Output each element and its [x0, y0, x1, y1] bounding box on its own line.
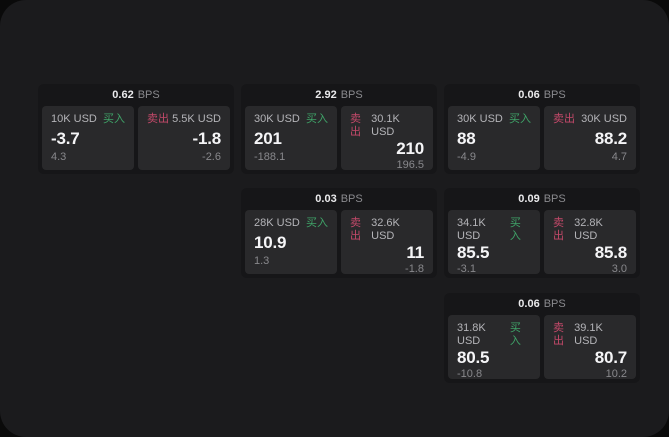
bps-unit-label: BPS [137, 89, 160, 101]
sell-sub-value: 3.0 [611, 263, 627, 275]
buy-sub-value: 1.3 [254, 255, 270, 267]
bps-value: 2.92 [315, 89, 337, 101]
bps-unit-label: BPS [543, 298, 566, 310]
quote-card: 0.06 BPS 30K USD 买入 88 -4.9 卖出 30K USD 8… [444, 84, 640, 174]
buy-price: 10.9 [254, 232, 287, 252]
card-header: 0.03 BPS [241, 188, 437, 210]
buy-amount: 30K USD [254, 113, 300, 125]
buy-panel[interactable]: 34.1K USD 买入 85.5 -3.1 [448, 210, 540, 275]
buy-panel[interactable]: 30K USD 买入 88 -4.9 [448, 106, 540, 170]
quote-card: 0.62 BPS 10K USD 买入 -3.7 4.3 卖出 5.5K USD… [38, 84, 234, 174]
sell-sub-value: 10.2 [605, 368, 627, 380]
card-body: 10K USD 买入 -3.7 4.3 卖出 5.5K USD -1.8 -2.… [38, 106, 234, 170]
card-header: 0.06 BPS [444, 293, 640, 315]
buy-price: -3.7 [51, 128, 80, 148]
buy-sub-value: -10.8 [457, 368, 483, 380]
buy-sub-value: -4.9 [457, 151, 476, 163]
sell-panel[interactable]: 卖出 30K USD 88.2 4.7 [544, 106, 636, 170]
sell-sub-value: 4.7 [611, 151, 627, 163]
buy-side-label: 买入 [509, 113, 531, 125]
sell-panel[interactable]: 卖出 32.8K USD 85.8 3.0 [544, 210, 636, 275]
buy-price: 88 [457, 128, 476, 148]
bps-unit-label: BPS [340, 193, 363, 205]
quote-card: 2.92 BPS 30K USD 买入 201 -188.1 卖出 30.1K … [241, 84, 437, 174]
card-header: 0.09 BPS [444, 188, 640, 210]
card-body: 30K USD 买入 201 -188.1 卖出 30.1K USD 210 1… [241, 106, 437, 171]
buy-panel[interactable]: 28K USD 买入 10.9 1.3 [245, 210, 337, 274]
buy-amount: 34.1K USD [457, 217, 486, 242]
buy-sub-value: 4.3 [51, 151, 67, 163]
bps-unit-label: BPS [543, 193, 566, 205]
sell-amount: 32.6K USD [371, 217, 400, 242]
sell-side-label: 卖出 [553, 113, 575, 125]
buy-price: 80.5 [457, 348, 490, 367]
sell-side-label: 卖出 [147, 113, 169, 125]
bps-unit-label: BPS [543, 89, 566, 101]
bps-unit-label: BPS [340, 89, 363, 101]
sell-sub-value: -1.8 [405, 263, 424, 275]
card-body: 31.8K USD 买入 80.5 -10.8 卖出 39.1K USD 80.… [444, 315, 640, 380]
buy-side-label: 买入 [306, 217, 328, 229]
card-body: 28K USD 买入 10.9 1.3 卖出 32.6K USD 11 -1.8 [241, 210, 437, 275]
buy-panel[interactable]: 30K USD 买入 201 -188.1 [245, 106, 337, 170]
bps-value: 0.03 [315, 193, 337, 205]
buy-side-label: 买入 [509, 322, 521, 347]
card-header: 0.62 BPS [38, 84, 234, 106]
sell-price: 210 [396, 139, 424, 158]
sell-panel[interactable]: 卖出 5.5K USD -1.8 -2.6 [138, 106, 230, 170]
card-header: 0.06 BPS [444, 84, 640, 106]
buy-panel[interactable]: 31.8K USD 买入 80.5 -10.8 [448, 315, 540, 380]
quote-card: 0.06 BPS 31.8K USD 买入 80.5 -10.8 卖出 39.1… [444, 293, 640, 383]
sell-panel[interactable]: 卖出 32.6K USD 11 -1.8 [341, 210, 433, 275]
card-body: 30K USD 买入 88 -4.9 卖出 30K USD 88.2 4.7 [444, 106, 640, 170]
sell-sub-value: -2.6 [202, 151, 221, 163]
sell-side-label: 卖出 [553, 322, 564, 347]
sell-amount: 32.8K USD [574, 217, 603, 242]
quote-card: 0.09 BPS 34.1K USD 买入 85.5 -3.1 卖出 32.8K… [444, 188, 640, 278]
bps-value: 0.06 [518, 89, 540, 101]
sell-price: 88.2 [594, 128, 627, 148]
sell-panel[interactable]: 卖出 39.1K USD 80.7 10.2 [544, 315, 636, 380]
buy-amount: 10K USD [51, 113, 97, 125]
buy-side-label: 买入 [306, 113, 328, 125]
buy-side-label: 买入 [509, 217, 521, 242]
bps-value: 0.62 [112, 89, 134, 101]
buy-amount: 30K USD [457, 113, 503, 125]
buy-panel[interactable]: 10K USD 买入 -3.7 4.3 [42, 106, 134, 170]
sell-side-label: 卖出 [350, 217, 361, 242]
buy-sub-value: -3.1 [457, 263, 476, 275]
sell-price: 11 [406, 243, 424, 262]
buy-side-label: 买入 [103, 113, 125, 125]
sell-price: 80.7 [594, 348, 627, 367]
card-body: 34.1K USD 买入 85.5 -3.1 卖出 32.8K USD 85.8… [444, 210, 640, 275]
buy-amount: 28K USD [254, 217, 300, 229]
card-header: 2.92 BPS [241, 84, 437, 106]
sell-amount: 39.1K USD [574, 322, 603, 347]
buy-sub-value: -188.1 [254, 151, 286, 163]
sell-sub-value: 196.5 [396, 159, 424, 171]
sell-price: 85.8 [594, 243, 627, 262]
buy-amount: 31.8K USD [457, 322, 486, 347]
sell-panel[interactable]: 卖出 30.1K USD 210 196.5 [341, 106, 433, 171]
sell-amount: 30.1K USD [371, 113, 400, 138]
sell-amount: 5.5K USD [172, 113, 221, 125]
buy-price: 85.5 [457, 243, 490, 262]
quote-card: 0.03 BPS 28K USD 买入 10.9 1.3 卖出 32.6K US… [241, 188, 437, 278]
sell-side-label: 卖出 [350, 113, 361, 138]
bps-value: 0.06 [518, 298, 540, 310]
sell-price: -1.8 [192, 128, 222, 148]
buy-price: 201 [254, 128, 282, 148]
bps-value: 0.09 [518, 193, 540, 205]
sell-side-label: 卖出 [553, 217, 564, 242]
sell-amount: 30K USD [581, 113, 627, 125]
